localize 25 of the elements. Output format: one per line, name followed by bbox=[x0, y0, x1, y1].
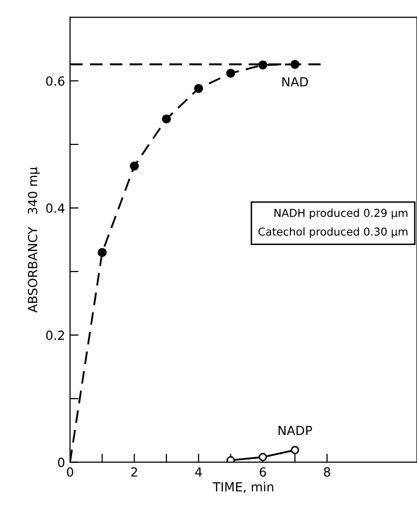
annotation: Catechol produced 0.30 μm bbox=[258, 227, 408, 238]
point bbox=[226, 68, 236, 78]
x-tick-label: 2 bbox=[131, 467, 138, 477]
point bbox=[290, 60, 300, 69]
x-tick-label: 6 bbox=[260, 467, 266, 477]
y-tick-label: 0.2 bbox=[46, 330, 64, 340]
x-tick-label: 8 bbox=[324, 467, 330, 477]
y-tick-label: 0.6 bbox=[46, 76, 64, 86]
x-tick-label: 4 bbox=[195, 467, 202, 477]
point bbox=[98, 248, 107, 257]
series-label: NAD bbox=[282, 77, 308, 86]
y-tick-label: 0 bbox=[58, 458, 64, 468]
point bbox=[290, 446, 300, 454]
y-axis-title: ABSORBANCY 340 mμ bbox=[28, 167, 40, 313]
y-tick-label: 0.4 bbox=[46, 203, 64, 213]
point bbox=[130, 162, 139, 171]
point bbox=[258, 452, 267, 462]
series-label: NADP bbox=[278, 426, 312, 435]
point bbox=[226, 456, 235, 462]
x-tick-label: 0 bbox=[66, 467, 74, 477]
x-axis-title: TIME, min bbox=[212, 482, 274, 493]
point bbox=[258, 60, 268, 70]
point bbox=[162, 114, 171, 124]
annotation: NADH produced 0.29 μm bbox=[274, 208, 408, 220]
point bbox=[194, 84, 204, 93]
